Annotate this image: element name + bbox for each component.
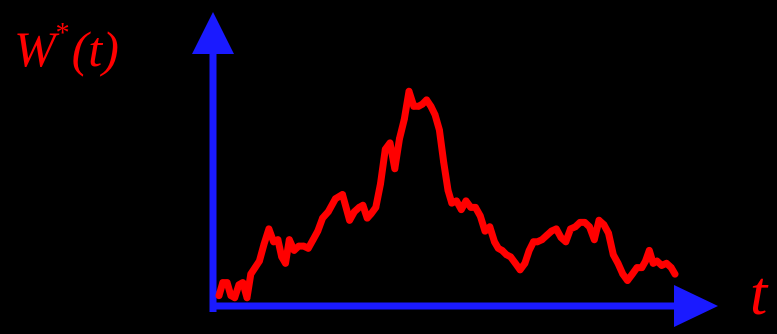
data-point-80 <box>581 219 589 226</box>
data-point-47 <box>431 111 439 119</box>
data-point-40 <box>400 115 408 123</box>
data-point-79 <box>576 219 584 226</box>
data-point-48 <box>436 126 443 134</box>
data-point-4 <box>231 294 239 302</box>
data-point-36 <box>381 145 389 153</box>
axes-group <box>192 12 718 327</box>
data-point-41 <box>405 87 413 95</box>
data-point-9 <box>251 264 259 271</box>
data-point-23 <box>314 227 322 235</box>
data-point-78 <box>571 223 579 231</box>
data-point-66 <box>516 266 524 274</box>
data-point-29 <box>351 208 358 216</box>
data-point-31 <box>359 201 367 209</box>
data-point-94 <box>645 247 653 254</box>
data-point-62 <box>498 247 506 254</box>
data-point-82 <box>590 236 598 244</box>
data-point-93 <box>642 257 649 265</box>
x-axis-label: t <box>750 260 769 328</box>
data-point-17 <box>285 236 293 244</box>
data-point-22 <box>309 236 317 244</box>
data-point-64 <box>507 253 514 261</box>
data-point-96 <box>653 257 661 265</box>
data-point-16 <box>282 259 289 267</box>
data-point-84 <box>600 221 608 229</box>
data-point-76 <box>562 238 570 246</box>
data-point-99 <box>667 264 675 271</box>
data-point-81 <box>586 223 593 231</box>
data-point-92 <box>638 264 646 271</box>
data-point-10 <box>256 257 263 265</box>
data-point-75 <box>557 234 565 241</box>
data-point-45 <box>423 96 430 104</box>
data-point-90 <box>628 270 636 278</box>
data-point-58 <box>481 227 489 235</box>
data-point-37 <box>386 139 394 147</box>
data-point-91 <box>633 264 641 271</box>
data-point-6 <box>239 279 247 286</box>
data-point-67 <box>521 259 529 267</box>
data-point-2 <box>223 279 231 286</box>
data-point-87 <box>614 259 622 267</box>
series-line <box>215 87 679 302</box>
data-point-19 <box>295 242 303 250</box>
data-points <box>215 87 679 302</box>
data-point-49 <box>440 158 448 166</box>
data-point-34 <box>372 204 380 211</box>
data-point-54 <box>462 197 470 205</box>
data-point-72 <box>543 231 551 239</box>
data-point-46 <box>427 102 435 110</box>
data-point-38 <box>391 165 399 173</box>
data-point-98 <box>663 259 670 267</box>
data-point-11 <box>260 240 268 248</box>
data-point-68 <box>525 247 533 254</box>
data-point-89 <box>624 277 631 284</box>
data-point-88 <box>619 270 627 278</box>
data-point-56 <box>472 204 479 211</box>
data-point-74 <box>552 225 560 233</box>
data-point-7 <box>243 294 251 302</box>
data-point-33 <box>367 210 375 218</box>
data-point-83 <box>595 216 603 224</box>
data-point-8 <box>247 270 255 278</box>
data-point-60 <box>491 238 498 246</box>
data-point-27 <box>339 191 346 198</box>
data-point-52 <box>453 197 460 205</box>
data-point-39 <box>396 135 403 143</box>
data-point-18 <box>290 247 298 254</box>
data-point-21 <box>304 244 312 252</box>
data-point-44 <box>418 100 426 108</box>
y-axis-arrowhead <box>192 12 234 54</box>
data-point-0 <box>215 292 223 299</box>
data-point-15 <box>278 253 286 261</box>
data-point-59 <box>486 223 494 231</box>
data-point-35 <box>377 180 384 188</box>
data-point-86 <box>609 251 617 259</box>
data-point-71 <box>538 236 546 244</box>
data-point-26 <box>332 195 339 203</box>
x-axis-arrowhead <box>674 285 718 327</box>
data-point-85 <box>605 229 612 237</box>
data-point-25 <box>324 208 332 216</box>
data-point-12 <box>265 225 273 233</box>
data-point-53 <box>457 206 465 214</box>
data-point-65 <box>512 259 519 267</box>
data-point-50 <box>444 186 452 194</box>
data-point-42 <box>410 102 418 110</box>
data-point-28 <box>346 216 353 224</box>
data-point-100 <box>671 270 679 278</box>
y-axis-label: W*(t) <box>14 18 119 77</box>
data-point-55 <box>467 204 475 211</box>
data-point-24 <box>319 214 326 222</box>
data-point-57 <box>476 212 484 220</box>
data-point-14 <box>274 236 282 244</box>
